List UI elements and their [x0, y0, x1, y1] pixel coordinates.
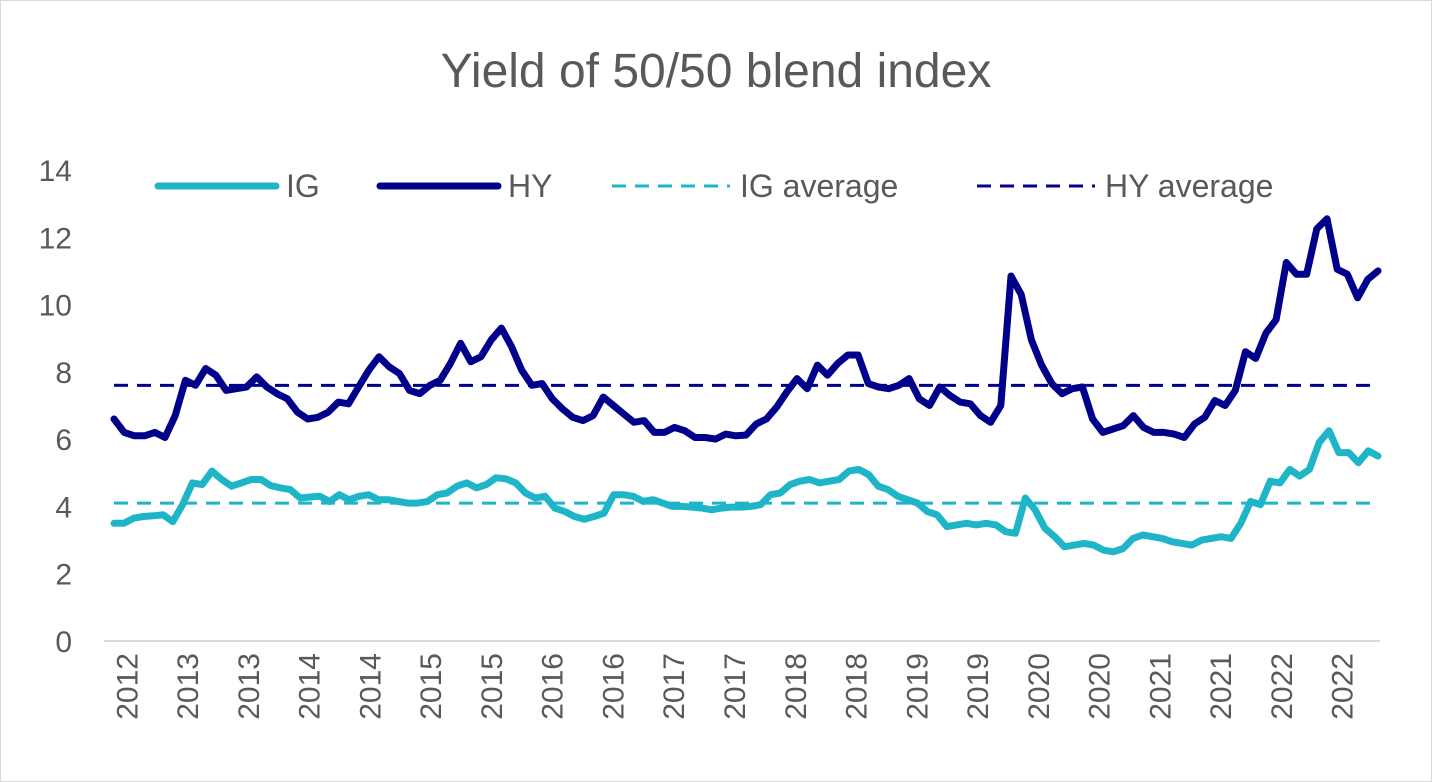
y-tick-label: 12: [39, 222, 72, 255]
x-tick-label: 2016: [597, 653, 630, 720]
legend-label-hy-average: HY average: [1105, 168, 1273, 204]
x-tick-label: 2020: [1084, 653, 1117, 720]
series-hy-line: [110, 215, 1382, 443]
x-tick-label: 2013: [233, 653, 266, 720]
x-tick-label: 2018: [780, 653, 813, 720]
x-tick-label: 2018: [841, 653, 874, 720]
x-tick-label: 2013: [172, 653, 205, 720]
chart-title: Yield of 50/50 blend index: [440, 45, 992, 98]
x-tick-label: 2022: [1266, 653, 1299, 720]
y-tick-label: 0: [55, 626, 72, 659]
x-tick-label: 2019: [962, 653, 995, 720]
x-tick-label: 2020: [1023, 653, 1056, 720]
x-tick-label: 2015: [415, 653, 448, 720]
series-layer: [110, 215, 1382, 556]
y-tick-label: 10: [39, 290, 72, 323]
y-axis-ticks: 0 2 4 6 8 10 12 14: [39, 155, 72, 659]
x-tick-label: 2017: [719, 653, 752, 720]
x-tick-label: 2014: [354, 653, 387, 720]
x-tick-label: 2017: [658, 653, 691, 720]
x-tick-label: 2022: [1327, 653, 1360, 720]
legend-label-ig: IG: [286, 168, 320, 204]
y-tick-label: 14: [39, 155, 72, 188]
x-axis-ticks: 2012 2013 2013 2014 2014 2015 2015 2016 2016 2017…: [111, 653, 1359, 720]
x-tick-label: 2021: [1144, 653, 1177, 720]
y-tick-label: 6: [55, 424, 72, 457]
legend-label-ig-average: IG average: [740, 168, 898, 204]
legend: IG HY IG average HY average: [154, 168, 1273, 204]
series-ig-line: [110, 427, 1382, 556]
x-tick-label: 2021: [1205, 653, 1238, 720]
legend-label-hy: HY: [508, 168, 552, 204]
x-tick-label: 2012: [111, 653, 144, 720]
x-tick-label: 2016: [537, 653, 570, 720]
x-tick-label: 2014: [294, 653, 327, 720]
y-tick-label: 2: [55, 559, 72, 592]
y-tick-label: 4: [55, 491, 72, 524]
x-tick-label: 2015: [476, 653, 509, 720]
y-tick-label: 8: [55, 357, 72, 390]
x-tick-label: 2019: [901, 653, 934, 720]
